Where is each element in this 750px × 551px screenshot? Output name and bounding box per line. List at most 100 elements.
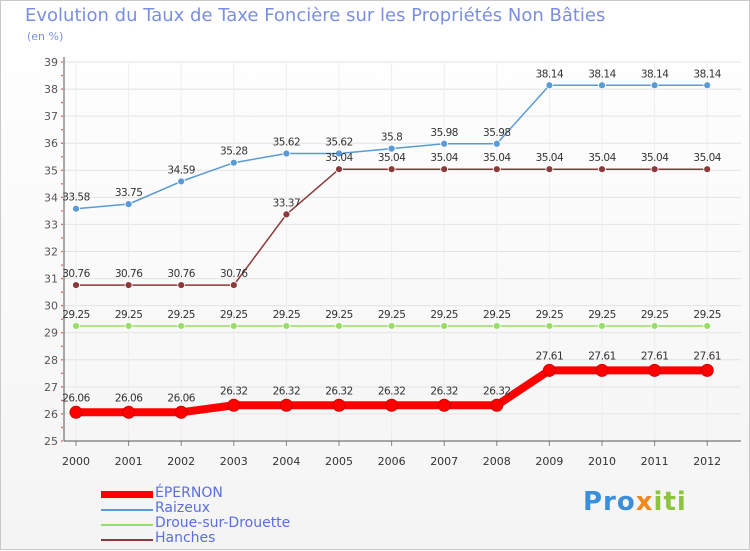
data-point bbox=[177, 177, 186, 186]
x-tick-label: 2011 bbox=[641, 455, 669, 468]
y-minor-tick bbox=[61, 196, 63, 199]
x-tick-label: 2010 bbox=[588, 455, 616, 468]
data-label: 35.04 bbox=[430, 152, 458, 164]
data-label-layer: 29.25 29.25 29.25 29.25 29.25 29.25 29.25 29.25… bbox=[62, 68, 722, 404]
data-label: 26.32 bbox=[378, 385, 406, 397]
y-minor-tick bbox=[61, 358, 63, 361]
data-point bbox=[492, 139, 501, 148]
data-point bbox=[335, 165, 343, 174]
data-label: 29.25 bbox=[536, 309, 564, 321]
y-tick-label: 37 bbox=[44, 110, 58, 123]
data-point bbox=[440, 322, 449, 330]
x-tick-label: 2004 bbox=[272, 455, 300, 468]
y-minor-tick bbox=[61, 372, 63, 375]
data-label: 30.76 bbox=[115, 268, 143, 280]
data-label: 38.14 bbox=[693, 68, 721, 80]
brand-part-1: Pro bbox=[583, 487, 636, 517]
y-minor-tick bbox=[61, 440, 63, 442]
data-label: 35.04 bbox=[588, 152, 616, 164]
y-minor-tick bbox=[61, 183, 63, 185]
legend-item-epernon: ÉPERNON bbox=[101, 485, 361, 502]
data-point bbox=[72, 204, 80, 213]
data-point bbox=[387, 165, 396, 174]
data-label: 29.25 bbox=[273, 309, 301, 321]
data-point bbox=[545, 81, 554, 90]
data-point bbox=[703, 81, 712, 90]
data-point bbox=[437, 398, 451, 412]
y-minor-tick bbox=[61, 142, 63, 145]
grid-layer bbox=[64, 61, 741, 442]
y-tick-label: 38 bbox=[44, 83, 58, 96]
data-label: 29.25 bbox=[167, 309, 195, 321]
x-tick-label: 2001 bbox=[115, 455, 143, 468]
data-point bbox=[703, 165, 712, 174]
data-label: 29.25 bbox=[693, 309, 721, 321]
data-label: 35.04 bbox=[693, 152, 721, 164]
data-point bbox=[385, 398, 399, 412]
x-tick-label: 2005 bbox=[325, 455, 353, 468]
data-label: 27.61 bbox=[536, 350, 564, 362]
data-label: 35.98 bbox=[483, 127, 511, 139]
y-minor-tick bbox=[61, 331, 63, 334]
y-tick-label: 36 bbox=[44, 137, 58, 150]
y-minor-tick bbox=[61, 155, 63, 158]
y-minor-tick bbox=[61, 304, 63, 307]
data-label: 35.28 bbox=[220, 146, 248, 158]
y-minor-tick bbox=[61, 291, 63, 293]
data-label: 29.25 bbox=[220, 309, 248, 321]
legend-label: Droue-sur-Drouette bbox=[155, 515, 291, 531]
data-point bbox=[124, 200, 133, 209]
data-point bbox=[598, 322, 606, 330]
data-label: 33.75 bbox=[115, 187, 143, 199]
y-minor-tick bbox=[61, 250, 63, 253]
data-label: 35.04 bbox=[641, 152, 669, 164]
data-label: 30.76 bbox=[62, 268, 90, 280]
legend-item-hanches: Hanches bbox=[101, 530, 361, 547]
data-point bbox=[545, 322, 554, 330]
x-tick-label: 2008 bbox=[483, 455, 511, 468]
legend-swatch-hanches bbox=[101, 539, 153, 541]
data-point bbox=[335, 149, 343, 158]
data-label: 26.32 bbox=[430, 385, 458, 397]
data-point bbox=[174, 405, 188, 419]
data-label: 29.25 bbox=[325, 309, 353, 321]
data-label: 35.98 bbox=[430, 127, 458, 139]
data-point bbox=[227, 398, 241, 412]
data-point bbox=[72, 322, 80, 330]
y-minor-tick bbox=[61, 413, 63, 415]
y-tick-label: 25 bbox=[44, 435, 58, 448]
data-point bbox=[69, 405, 83, 419]
data-point bbox=[542, 363, 556, 377]
data-point bbox=[650, 81, 659, 90]
x-tick-label: 2012 bbox=[693, 455, 721, 468]
y-tick-label: 26 bbox=[44, 408, 58, 421]
y-tick-label: 28 bbox=[44, 354, 58, 367]
data-point bbox=[387, 322, 396, 330]
data-label: 33.58 bbox=[62, 192, 90, 204]
data-label: 26.32 bbox=[325, 385, 353, 397]
data-label: 35.04 bbox=[325, 152, 353, 164]
data-point bbox=[177, 281, 186, 289]
data-point bbox=[282, 322, 291, 330]
x-tick-label: 2000 bbox=[62, 455, 90, 468]
data-label: 26.32 bbox=[483, 385, 511, 397]
y-axis-unit: (en %) bbox=[27, 30, 64, 43]
data-label: 35.62 bbox=[325, 137, 353, 149]
data-point bbox=[595, 363, 609, 377]
data-label: 29.25 bbox=[62, 309, 90, 321]
data-point bbox=[122, 405, 136, 419]
data-label: 35.04 bbox=[483, 152, 511, 164]
data-label: 26.06 bbox=[115, 392, 143, 404]
y-minor-tick bbox=[61, 74, 63, 77]
legend-swatch-raizeux bbox=[101, 509, 153, 511]
data-point bbox=[650, 165, 659, 174]
axis-layer: 25 26 27 28 29 30 31 32 33 34 35 36 37 38 39 2000 2001 20… bbox=[44, 56, 741, 468]
data-label: 34.59 bbox=[167, 164, 195, 176]
data-label: 35.62 bbox=[273, 137, 301, 149]
legend-swatch-epernon bbox=[101, 491, 153, 498]
data-point bbox=[492, 322, 501, 330]
data-point bbox=[282, 149, 291, 158]
data-point bbox=[124, 322, 133, 330]
y-minor-tick bbox=[61, 237, 63, 239]
